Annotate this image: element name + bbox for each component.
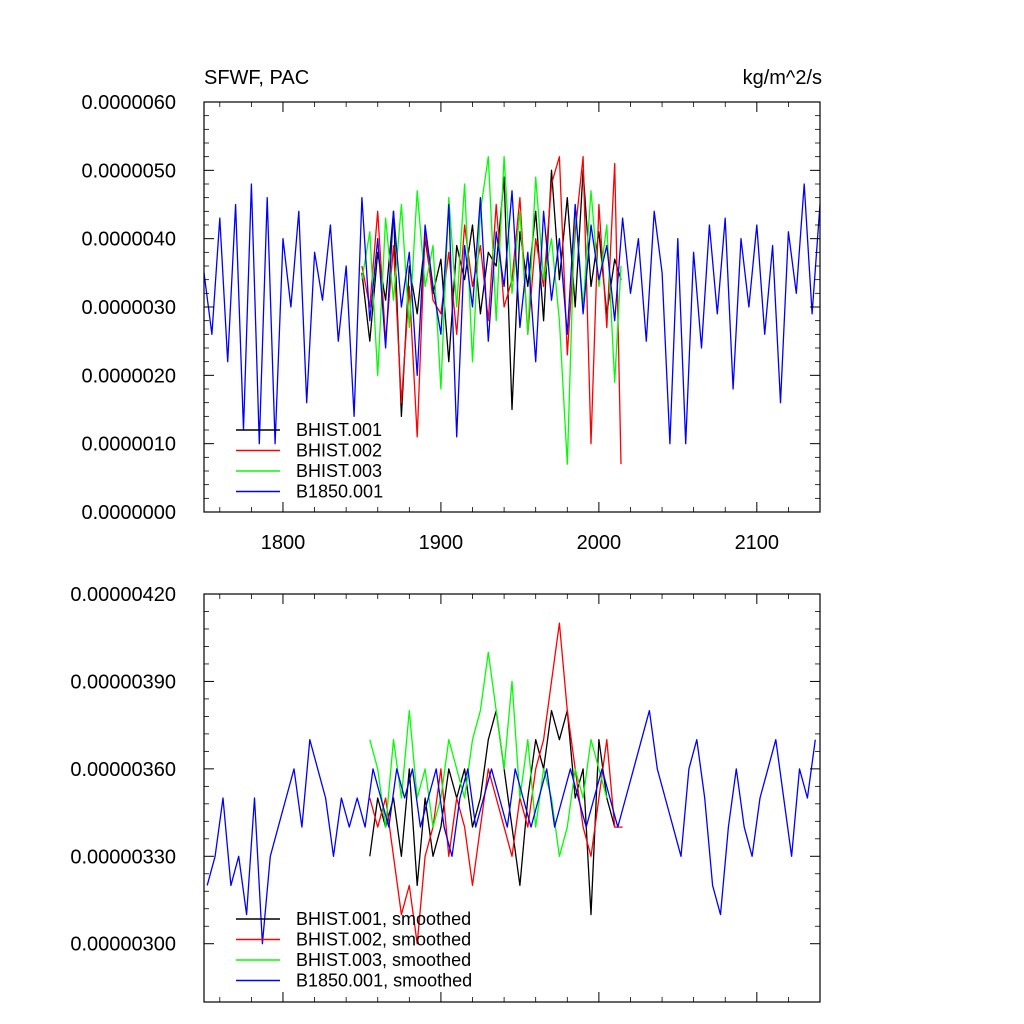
x-tick-label: 2000 xyxy=(577,532,622,554)
legend-label: BHIST.003, smoothed xyxy=(296,950,471,970)
y-tick-label: 0.00000300 xyxy=(70,934,176,956)
y-tick-label: 0.0000020 xyxy=(81,365,176,387)
y-tick-label: 0.00000330 xyxy=(70,846,176,868)
plot-area-bottom xyxy=(206,622,816,945)
y-tick-label: 0.0000060 xyxy=(81,92,176,114)
chart-title: SFWF, PAC xyxy=(204,67,309,89)
y-tick-label: 0.00000390 xyxy=(70,671,176,693)
y-tick-label: 0.00000420 xyxy=(70,584,176,606)
legend-label: BHIST.002 xyxy=(296,441,382,461)
y-tick-label: 0.0000010 xyxy=(81,434,176,456)
y-tick-label: 0.0000000 xyxy=(81,502,176,524)
y-tick-label: 0.0000040 xyxy=(81,229,176,251)
chart-units: kg/m^2/s xyxy=(743,67,822,89)
series-line-2 xyxy=(369,651,608,857)
plot-frame-bottom xyxy=(203,593,821,1003)
series-line-3 xyxy=(206,709,816,945)
x-tick-label: 1800 xyxy=(261,532,306,554)
legend-label: BHIST.003 xyxy=(296,461,382,481)
y-tick-label: 0.0000050 xyxy=(81,160,176,182)
panel-bottom: 0.00000300 0.00000330 0.00000360 0.00000390… xyxy=(70,584,821,1003)
legend-label: BHIST.001 xyxy=(296,420,382,440)
x-tick-label: 2100 xyxy=(735,532,780,554)
series-line-2 xyxy=(361,156,622,465)
plot-area-top xyxy=(203,156,821,465)
panel-top: SFWF, PAC kg/m^2/s 1800 1900 2000 2100 0.000… xyxy=(81,67,822,554)
legend-label: B1850.001, smoothed xyxy=(296,971,472,991)
legend-label: BHIST.002, smoothed xyxy=(296,930,471,950)
axis-ticks-bottom: 0.00000300 0.00000330 0.00000360 0.00000390… xyxy=(70,584,821,1002)
axis-ticks-top: 1800 1900 2000 2100 0.0000000 0.0000010 0.0000… xyxy=(81,92,821,554)
legend-label: BHIST.001, smoothed xyxy=(296,909,471,929)
series-line-3 xyxy=(203,183,821,445)
y-tick-label: 0.0000030 xyxy=(81,297,176,319)
series-line-1 xyxy=(361,156,622,465)
y-tick-label: 0.00000360 xyxy=(70,759,176,781)
legend-label: B1850.001 xyxy=(296,482,383,502)
x-tick-label: 1900 xyxy=(419,532,464,554)
